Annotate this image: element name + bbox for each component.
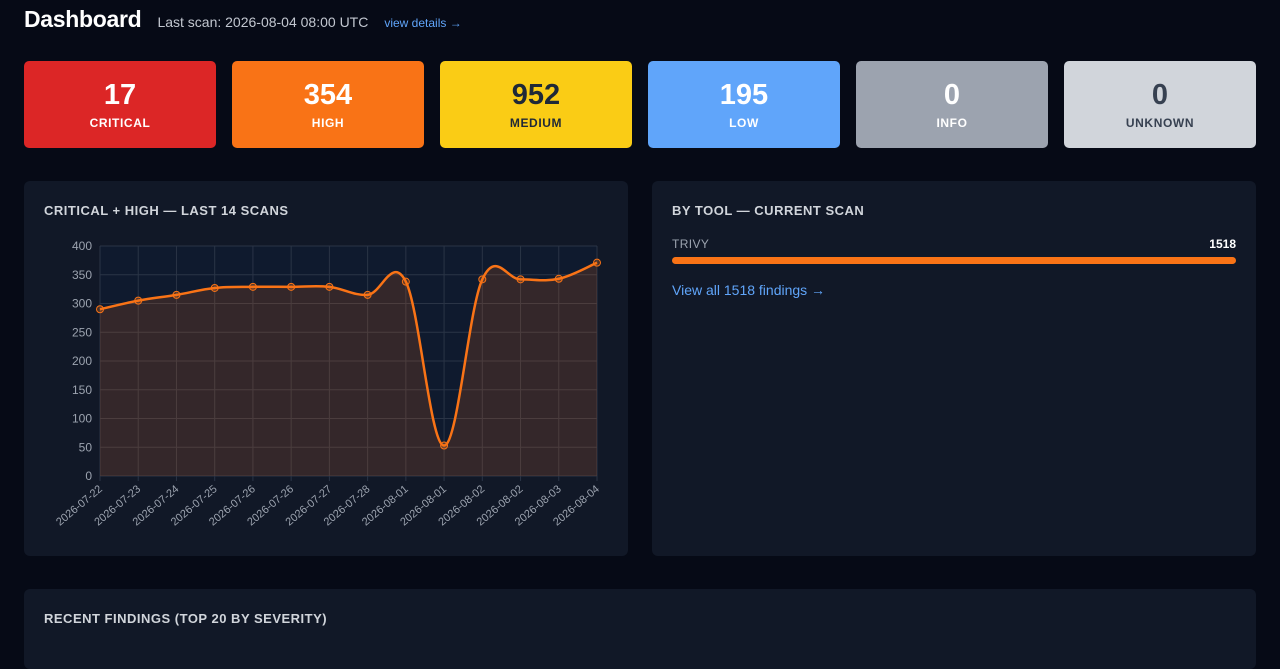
severity-label: MEDIUM (509, 115, 563, 130)
severity-count: 195 (719, 78, 769, 111)
tool-bar-track (672, 257, 1236, 264)
severity-label: INFO (936, 115, 968, 130)
data-point (363, 290, 372, 299)
view-details-link[interactable]: view details → (384, 16, 462, 30)
severity-label: CRITICAL (89, 115, 151, 130)
data-point (554, 274, 563, 283)
data-point (440, 441, 449, 450)
data-point (325, 282, 334, 291)
severity-label: LOW (729, 115, 759, 130)
y-tick-label: 400 (72, 239, 92, 253)
recent-findings-title: RECENT FINDINGS (TOP 20 BY SEVERITY) (44, 611, 328, 626)
severity-card-unknown[interactable]: 0 UNKNOWN (1064, 61, 1256, 148)
y-tick-label: 50 (79, 440, 93, 454)
y-tick-label: 300 (72, 297, 92, 311)
y-tick-label: 350 (72, 268, 92, 282)
data-point (172, 290, 181, 299)
severity-card-info[interactable]: 0 INFO (856, 61, 1048, 148)
tool-panel-title: BY TOOL — CURRENT SCAN (672, 203, 865, 218)
severity-count: 354 (303, 78, 353, 111)
severity-label: UNKNOWN (1125, 115, 1195, 130)
series-line (99, 261, 598, 447)
data-point (401, 277, 410, 286)
y-tick-label: 250 (72, 325, 92, 339)
trend-panel: CRITICAL + HIGH — LAST 14 SCANS 0 50 100 15… (24, 181, 628, 556)
data-point (248, 282, 257, 291)
data-point (478, 275, 487, 284)
y-tick-label: 100 (72, 412, 92, 426)
data-point (210, 283, 219, 292)
tool-name: TRIVY (672, 237, 710, 251)
view-all-findings-link[interactable]: View all 1518 findings → (672, 282, 826, 298)
tool-count: 1518 (1209, 237, 1236, 251)
data-point (516, 275, 525, 284)
data-point (287, 282, 296, 291)
y-tick-label: 0 (85, 469, 92, 483)
severity-count: 0 (1151, 78, 1169, 111)
severity-card-low[interactable]: 195 LOW (648, 61, 840, 148)
trend-line-chart: 0501001502002503003504002026-07-222026-0… (54, 239, 602, 528)
tool-row-trivy: TRIVY 1518 (672, 237, 1236, 251)
y-tick-label: 200 (72, 354, 92, 368)
series-area (100, 262, 597, 476)
severity-count: 0 (943, 78, 961, 111)
tool-bar-fill (672, 257, 1236, 264)
trend-panel-title: CRITICAL + HIGH — LAST 14 SCANS (44, 203, 289, 218)
y-tick-label: 150 (72, 383, 92, 397)
last-scan-timestamp: Last scan: 2026-08-04 08:00 UTC (157, 14, 369, 30)
severity-card-critical[interactable]: 17 CRITICAL (24, 61, 216, 148)
severity-count: 952 (511, 78, 561, 111)
tool-panel: BY TOOL — CURRENT SCAN TRIVY 1518 View a… (652, 181, 1256, 556)
severity-card-high[interactable]: 354 HIGH (232, 61, 424, 148)
data-point (134, 296, 143, 305)
severity-label: HIGH (311, 115, 345, 130)
data-point (593, 258, 601, 267)
severity-count: 17 (103, 78, 137, 111)
severity-card-medium[interactable]: 952 MEDIUM (440, 61, 632, 148)
page-header: Dashboard Last scan: 2026-08-04 08:00 UT… (24, 6, 462, 36)
page-title: Dashboard (24, 6, 142, 32)
severity-summary: 17 CRITICAL 354 HIGH 952 MEDIUM 195 LOW … (24, 61, 1256, 148)
data-point (96, 305, 104, 314)
recent-findings-panel: RECENT FINDINGS (TOP 20 BY SEVERITY) (24, 589, 1256, 669)
